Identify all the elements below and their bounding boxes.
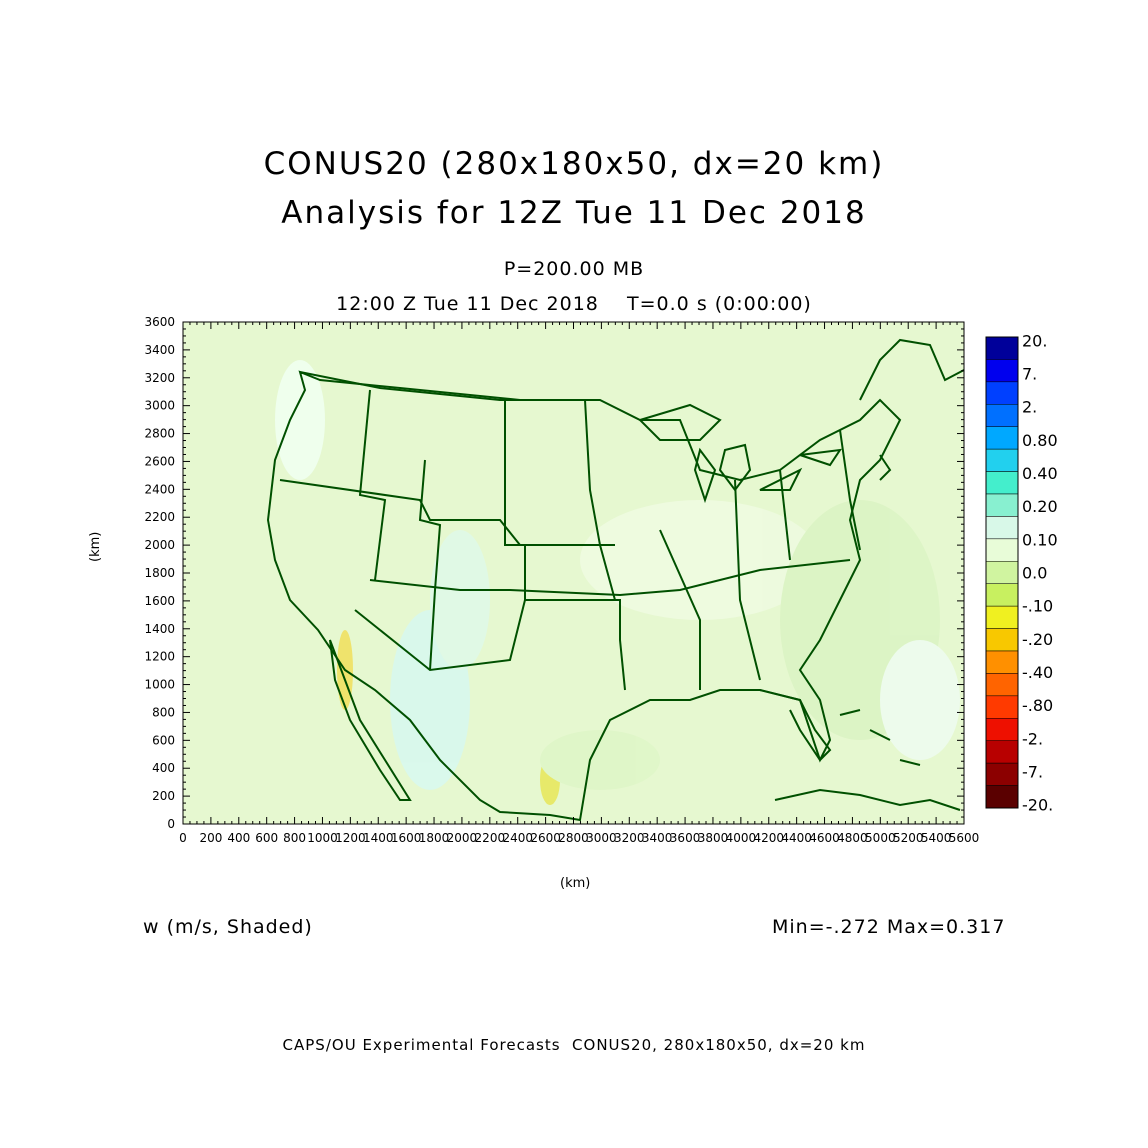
colorbar-swatch bbox=[985, 650, 1019, 674]
colorbar-label: -.10 bbox=[1022, 597, 1053, 616]
colorbar-swatch bbox=[985, 404, 1019, 427]
colorbar-label: 0.20 bbox=[1022, 497, 1058, 516]
colorbar-swatch bbox=[985, 426, 1019, 450]
x-tick-label: 5200 bbox=[893, 831, 924, 845]
y-tick-label: 2600 bbox=[144, 454, 175, 468]
colorbar-swatch bbox=[985, 583, 1019, 607]
colorbar-swatch bbox=[985, 605, 1019, 629]
colorbar-label: 0.80 bbox=[1022, 431, 1058, 450]
x-tick-label: 3800 bbox=[698, 831, 729, 845]
colorbar: 20. 7. 2. 0.80 0.40 0.20 0.10 0.0 -.10 -.20 -.40 -.… bbox=[985, 331, 1058, 815]
colorbar-swatch bbox=[985, 336, 1019, 360]
y-tick-label: 2800 bbox=[144, 427, 175, 441]
y-tick-label: 400 bbox=[152, 761, 175, 775]
valid-time-label: 12:00 Z Tue 11 Dec 2018 T=0.0 s (0:00:00… bbox=[336, 293, 812, 315]
colorbar-label: 2. bbox=[1022, 398, 1037, 417]
y-tick-label: 600 bbox=[152, 733, 175, 747]
y-tick-label: 800 bbox=[152, 705, 175, 719]
chart-title-line2: Analysis for 12Z Tue 11 Dec 2018 bbox=[281, 195, 867, 231]
colorbar-label: -2. bbox=[1022, 729, 1043, 748]
x-tick-label: 200 bbox=[199, 831, 222, 845]
colorbar-swatch bbox=[985, 718, 1019, 741]
x-tick-label: 5000 bbox=[865, 831, 896, 845]
colorbar-label: -20. bbox=[1022, 796, 1053, 815]
colorbar-label: 0.0 bbox=[1022, 564, 1047, 583]
colorbar-label: 0.40 bbox=[1022, 464, 1058, 483]
colorbar-label: -.80 bbox=[1022, 696, 1053, 715]
x-tick-label: 1400 bbox=[363, 831, 394, 845]
colorbar-swatch bbox=[985, 561, 1019, 584]
chart-title-line1: CONUS20 (280x180x50, dx=20 km) bbox=[263, 146, 885, 182]
colorbar-swatch bbox=[985, 381, 1019, 405]
colorbar-swatch bbox=[985, 516, 1019, 540]
x-tick-label: 3400 bbox=[642, 831, 673, 845]
y-tick-label: 3200 bbox=[144, 371, 175, 385]
colorbar-frame bbox=[985, 336, 1019, 809]
colorbar-swatch bbox=[985, 628, 1019, 652]
y-axis: 0 200 400 600 800 1000 1200 1400 1600 1800 2000 220… bbox=[144, 315, 964, 831]
y-tick-label: 1000 bbox=[144, 678, 175, 692]
y-tick-label: 3400 bbox=[144, 343, 175, 357]
x-tick-label: 2800 bbox=[558, 831, 589, 845]
political-boundaries bbox=[266, 338, 965, 822]
y-tick-label: 3600 bbox=[144, 315, 175, 329]
colorbar-swatch bbox=[985, 471, 1019, 495]
y-tick-label: 2400 bbox=[144, 482, 175, 496]
colorbar-swatch bbox=[985, 740, 1019, 764]
x-axis: 0 200 400 600 800 100012001400160018002000220… bbox=[179, 322, 979, 845]
colorbar-swatch bbox=[985, 538, 1019, 562]
x-tick-label: 1000 bbox=[307, 831, 338, 845]
x-tick-label: 0 bbox=[179, 831, 187, 845]
x-tick-label: 5600 bbox=[949, 831, 980, 845]
colorbar-swatch bbox=[985, 448, 1019, 472]
y-tick-label: 2200 bbox=[144, 510, 175, 524]
y-tick-label: 1600 bbox=[144, 594, 175, 608]
colorbar-label: 0.10 bbox=[1022, 530, 1058, 549]
y-tick-label: 200 bbox=[152, 789, 175, 803]
x-tick-label: 1200 bbox=[335, 831, 366, 845]
x-tick-label: 5400 bbox=[921, 831, 952, 845]
x-tick-label: 4200 bbox=[753, 831, 784, 845]
x-tick-label: 1800 bbox=[419, 831, 450, 845]
x-tick-label: 4400 bbox=[781, 831, 812, 845]
x-tick-label: 4800 bbox=[837, 831, 868, 845]
colorbar-label: -.20 bbox=[1022, 630, 1053, 649]
x-tick-label: 1600 bbox=[391, 831, 422, 845]
x-tick-label: 800 bbox=[283, 831, 306, 845]
x-tick-label: 4600 bbox=[809, 831, 840, 845]
y-tick-label: 1400 bbox=[144, 622, 175, 636]
colorbar-label: 20. bbox=[1022, 331, 1047, 350]
x-tick-label: 3000 bbox=[586, 831, 617, 845]
colorbar-swatch bbox=[985, 673, 1019, 697]
y-tick-label: 1200 bbox=[144, 650, 175, 664]
pressure-level-label: P=200.00 MB bbox=[503, 258, 645, 280]
colorbar-swatch bbox=[985, 695, 1019, 719]
x-axis-label: (km) bbox=[560, 876, 591, 891]
x-tick-label: 2000 bbox=[447, 831, 478, 845]
x-tick-label: 2400 bbox=[502, 831, 533, 845]
y-tick-label: 1800 bbox=[144, 566, 175, 580]
colorbar-label: 7. bbox=[1022, 365, 1037, 384]
y-tick-label: 3000 bbox=[144, 399, 175, 413]
colorbar-swatch bbox=[985, 762, 1019, 786]
x-tick-label: 3200 bbox=[614, 831, 645, 845]
x-tick-label: 2200 bbox=[475, 831, 506, 845]
y-tick-label: 0 bbox=[167, 817, 175, 831]
colorbar-swatch bbox=[985, 493, 1019, 517]
x-tick-label: 600 bbox=[255, 831, 278, 845]
colorbar-label: -.40 bbox=[1022, 663, 1053, 682]
x-tick-label: 4000 bbox=[726, 831, 757, 845]
footer-credit: CAPS/OU Experimental Forecasts CONUS20, … bbox=[282, 1036, 866, 1054]
colorbar-swatch bbox=[985, 359, 1019, 383]
x-tick-label: 2600 bbox=[530, 831, 561, 845]
x-tick-label: 400 bbox=[227, 831, 250, 845]
min-max-label: Min=-.272 Max=0.317 bbox=[772, 916, 1006, 938]
colorbar-swatch bbox=[985, 785, 1019, 809]
variable-label: w (m/s, Shaded) bbox=[143, 916, 313, 938]
x-tick-label: 3600 bbox=[670, 831, 701, 845]
y-tick-label: 2000 bbox=[144, 538, 175, 552]
colorbar-label: -7. bbox=[1022, 762, 1043, 781]
